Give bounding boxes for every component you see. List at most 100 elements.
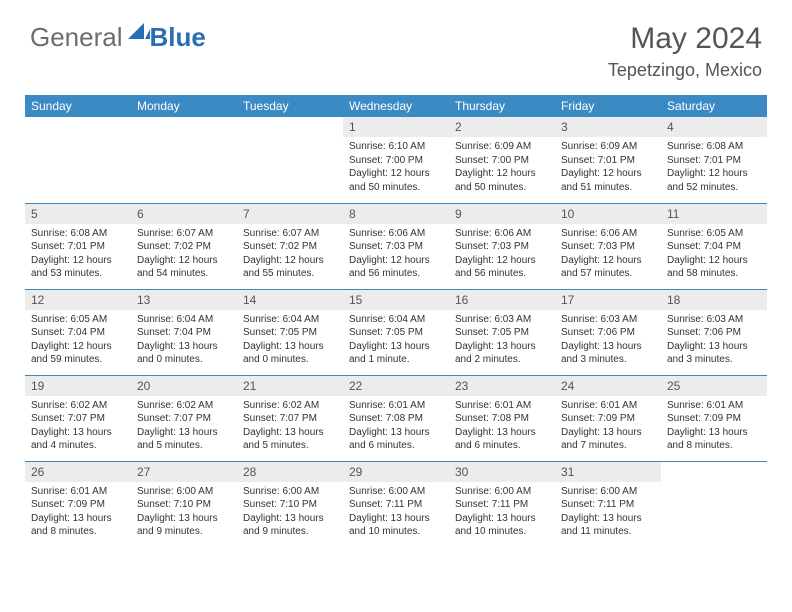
sunrise-text: Sunrise: 6:02 AM: [243, 399, 337, 413]
calendar-day-cell: [237, 117, 343, 203]
calendar-day-cell: 13Sunrise: 6:04 AMSunset: 7:04 PMDayligh…: [131, 289, 237, 375]
day-details: Sunrise: 6:00 AMSunset: 7:11 PMDaylight:…: [343, 482, 449, 543]
day-header: Thursday: [449, 95, 555, 117]
calendar-day-cell: 8Sunrise: 6:06 AMSunset: 7:03 PMDaylight…: [343, 203, 449, 289]
sunset-text: Sunset: 7:04 PM: [667, 240, 761, 254]
day-details: Sunrise: 6:09 AMSunset: 7:00 PMDaylight:…: [449, 137, 555, 198]
page-title: May 2024: [608, 22, 762, 56]
sunrise-text: Sunrise: 6:09 AM: [561, 140, 655, 154]
day-number: 13: [131, 290, 237, 310]
day-number: 24: [555, 376, 661, 396]
day-details: Sunrise: 6:00 AMSunset: 7:11 PMDaylight:…: [555, 482, 661, 543]
day-details: Sunrise: 6:01 AMSunset: 7:08 PMDaylight:…: [343, 396, 449, 457]
sunset-text: Sunset: 7:05 PM: [243, 326, 337, 340]
calendar-day-cell: 4Sunrise: 6:08 AMSunset: 7:01 PMDaylight…: [661, 117, 767, 203]
day-number: 2: [449, 117, 555, 137]
calendar-week-row: 26Sunrise: 6:01 AMSunset: 7:09 PMDayligh…: [25, 461, 767, 547]
sunset-text: Sunset: 7:07 PM: [137, 412, 231, 426]
logo-text-blue: Blue: [150, 22, 206, 53]
sunrise-text: Sunrise: 6:06 AM: [561, 227, 655, 241]
day-number: 17: [555, 290, 661, 310]
daylight-text: Daylight: 12 hours and 57 minutes.: [561, 254, 655, 281]
day-details: Sunrise: 6:01 AMSunset: 7:09 PMDaylight:…: [661, 396, 767, 457]
calendar-day-cell: 15Sunrise: 6:04 AMSunset: 7:05 PMDayligh…: [343, 289, 449, 375]
sunrise-text: Sunrise: 6:04 AM: [349, 313, 443, 327]
sunrise-text: Sunrise: 6:04 AM: [137, 313, 231, 327]
calendar-day-cell: 19Sunrise: 6:02 AMSunset: 7:07 PMDayligh…: [25, 375, 131, 461]
daylight-text: Daylight: 13 hours and 9 minutes.: [137, 512, 231, 539]
daylight-text: Daylight: 12 hours and 56 minutes.: [349, 254, 443, 281]
day-details: Sunrise: 6:02 AMSunset: 7:07 PMDaylight:…: [237, 396, 343, 457]
sunrise-text: Sunrise: 6:07 AM: [243, 227, 337, 241]
day-details: Sunrise: 6:01 AMSunset: 7:08 PMDaylight:…: [449, 396, 555, 457]
day-details: Sunrise: 6:01 AMSunset: 7:09 PMDaylight:…: [25, 482, 131, 543]
calendar-day-cell: 20 Sunrise: 6:02 AMSunset: 7:07 PMDayligh…: [131, 375, 237, 461]
day-details: Sunrise: 6:08 AMSunset: 7:01 PMDaylight:…: [661, 137, 767, 198]
calendar-week-row: 1Sunrise: 6:10 AMSunset: 7:00 PMDaylight…: [25, 117, 767, 203]
day-details: Sunrise: 6:06 AMSunset: 7:03 PMDaylight:…: [449, 224, 555, 285]
sunset-text: Sunset: 7:00 PM: [455, 154, 549, 168]
day-number: 20: [131, 376, 237, 396]
sunset-text: Sunset: 7:01 PM: [561, 154, 655, 168]
day-header: Friday: [555, 95, 661, 117]
sunrise-text: Sunrise: 6:00 AM: [349, 485, 443, 499]
day-number: 10: [555, 204, 661, 224]
daylight-text: Daylight: 13 hours and 8 minutes.: [31, 512, 125, 539]
logo-sail-icon: [128, 21, 150, 46]
calendar-header-row: Sunday Monday Tuesday Wednesday Thursday…: [25, 95, 767, 117]
calendar-day-cell: 27Sunrise: 6:00 AMSunset: 7:10 PMDayligh…: [131, 461, 237, 547]
day-details: Sunrise: 6:00 AMSunset: 7:10 PMDaylight:…: [131, 482, 237, 543]
day-number: 3: [555, 117, 661, 137]
day-details: Sunrise: 6:04 AMSunset: 7:05 PMDaylight:…: [343, 310, 449, 371]
sunset-text: Sunset: 7:10 PM: [243, 498, 337, 512]
sunrise-text: Sunrise: 6:01 AM: [31, 485, 125, 499]
day-details: Sunrise: 6:05 AMSunset: 7:04 PMDaylight:…: [661, 224, 767, 285]
sunset-text: Sunset: 7:03 PM: [455, 240, 549, 254]
sunrise-text: Sunrise: 6:01 AM: [349, 399, 443, 413]
calendar-day-cell: 11Sunrise: 6:05 AMSunset: 7:04 PMDayligh…: [661, 203, 767, 289]
sunrise-text: Sunrise: 6:04 AM: [243, 313, 337, 327]
daylight-text: Daylight: 13 hours and 1 minute.: [349, 340, 443, 367]
daylight-text: Daylight: 13 hours and 6 minutes.: [349, 426, 443, 453]
calendar-day-cell: 9Sunrise: 6:06 AMSunset: 7:03 PMDaylight…: [449, 203, 555, 289]
day-number: 16: [449, 290, 555, 310]
daylight-text: Daylight: 13 hours and 2 minutes.: [455, 340, 549, 367]
day-number: 31: [555, 462, 661, 482]
day-header: Monday: [131, 95, 237, 117]
sunset-text: Sunset: 7:03 PM: [561, 240, 655, 254]
sunrise-text: Sunrise: 6:00 AM: [455, 485, 549, 499]
day-details: Sunrise: 6:00 AMSunset: 7:10 PMDaylight:…: [237, 482, 343, 543]
sunset-text: Sunset: 7:01 PM: [31, 240, 125, 254]
sunrise-text: Sunrise: 6:08 AM: [31, 227, 125, 241]
logo-text-general: General: [30, 22, 123, 53]
day-details: Sunrise: 6:04 AMSunset: 7:05 PMDaylight:…: [237, 310, 343, 371]
calendar-day-cell: 17Sunrise: 6:03 AMSunset: 7:06 PMDayligh…: [555, 289, 661, 375]
calendar-day-cell: 3Sunrise: 6:09 AMSunset: 7:01 PMDaylight…: [555, 117, 661, 203]
day-number: 26: [25, 462, 131, 482]
sunset-text: Sunset: 7:07 PM: [31, 412, 125, 426]
day-header: Sunday: [25, 95, 131, 117]
daylight-text: Daylight: 13 hours and 5 minutes.: [137, 426, 231, 453]
daylight-text: Daylight: 12 hours and 56 minutes.: [455, 254, 549, 281]
logo: General Blue: [30, 22, 206, 53]
day-number: 14: [237, 290, 343, 310]
sunset-text: Sunset: 7:02 PM: [243, 240, 337, 254]
day-details: Sunrise: 6:00 AMSunset: 7:11 PMDaylight:…: [449, 482, 555, 543]
sunset-text: Sunset: 7:08 PM: [349, 412, 443, 426]
calendar-day-cell: 10Sunrise: 6:06 AMSunset: 7:03 PMDayligh…: [555, 203, 661, 289]
sunrise-text: Sunrise: 6:01 AM: [455, 399, 549, 413]
day-details: Sunrise: 6:08 AMSunset: 7:01 PMDaylight:…: [25, 224, 131, 285]
day-number: 5: [25, 204, 131, 224]
sunrise-text: Sunrise: 6:02 AM: [137, 399, 231, 413]
daylight-text: Daylight: 12 hours and 50 minutes.: [349, 167, 443, 194]
sunset-text: Sunset: 7:04 PM: [137, 326, 231, 340]
sunset-text: Sunset: 7:11 PM: [349, 498, 443, 512]
daylight-text: Daylight: 13 hours and 5 minutes.: [243, 426, 337, 453]
sunset-text: Sunset: 7:02 PM: [137, 240, 231, 254]
calendar-table: Sunday Monday Tuesday Wednesday Thursday…: [25, 95, 767, 547]
day-number: 28: [237, 462, 343, 482]
sunrise-text: Sunrise: 6:06 AM: [455, 227, 549, 241]
calendar-day-cell: 18Sunrise: 6:03 AMSunset: 7:06 PMDayligh…: [661, 289, 767, 375]
daylight-text: Daylight: 13 hours and 9 minutes.: [243, 512, 337, 539]
day-details: Sunrise: 6:06 AMSunset: 7:03 PMDaylight:…: [555, 224, 661, 285]
